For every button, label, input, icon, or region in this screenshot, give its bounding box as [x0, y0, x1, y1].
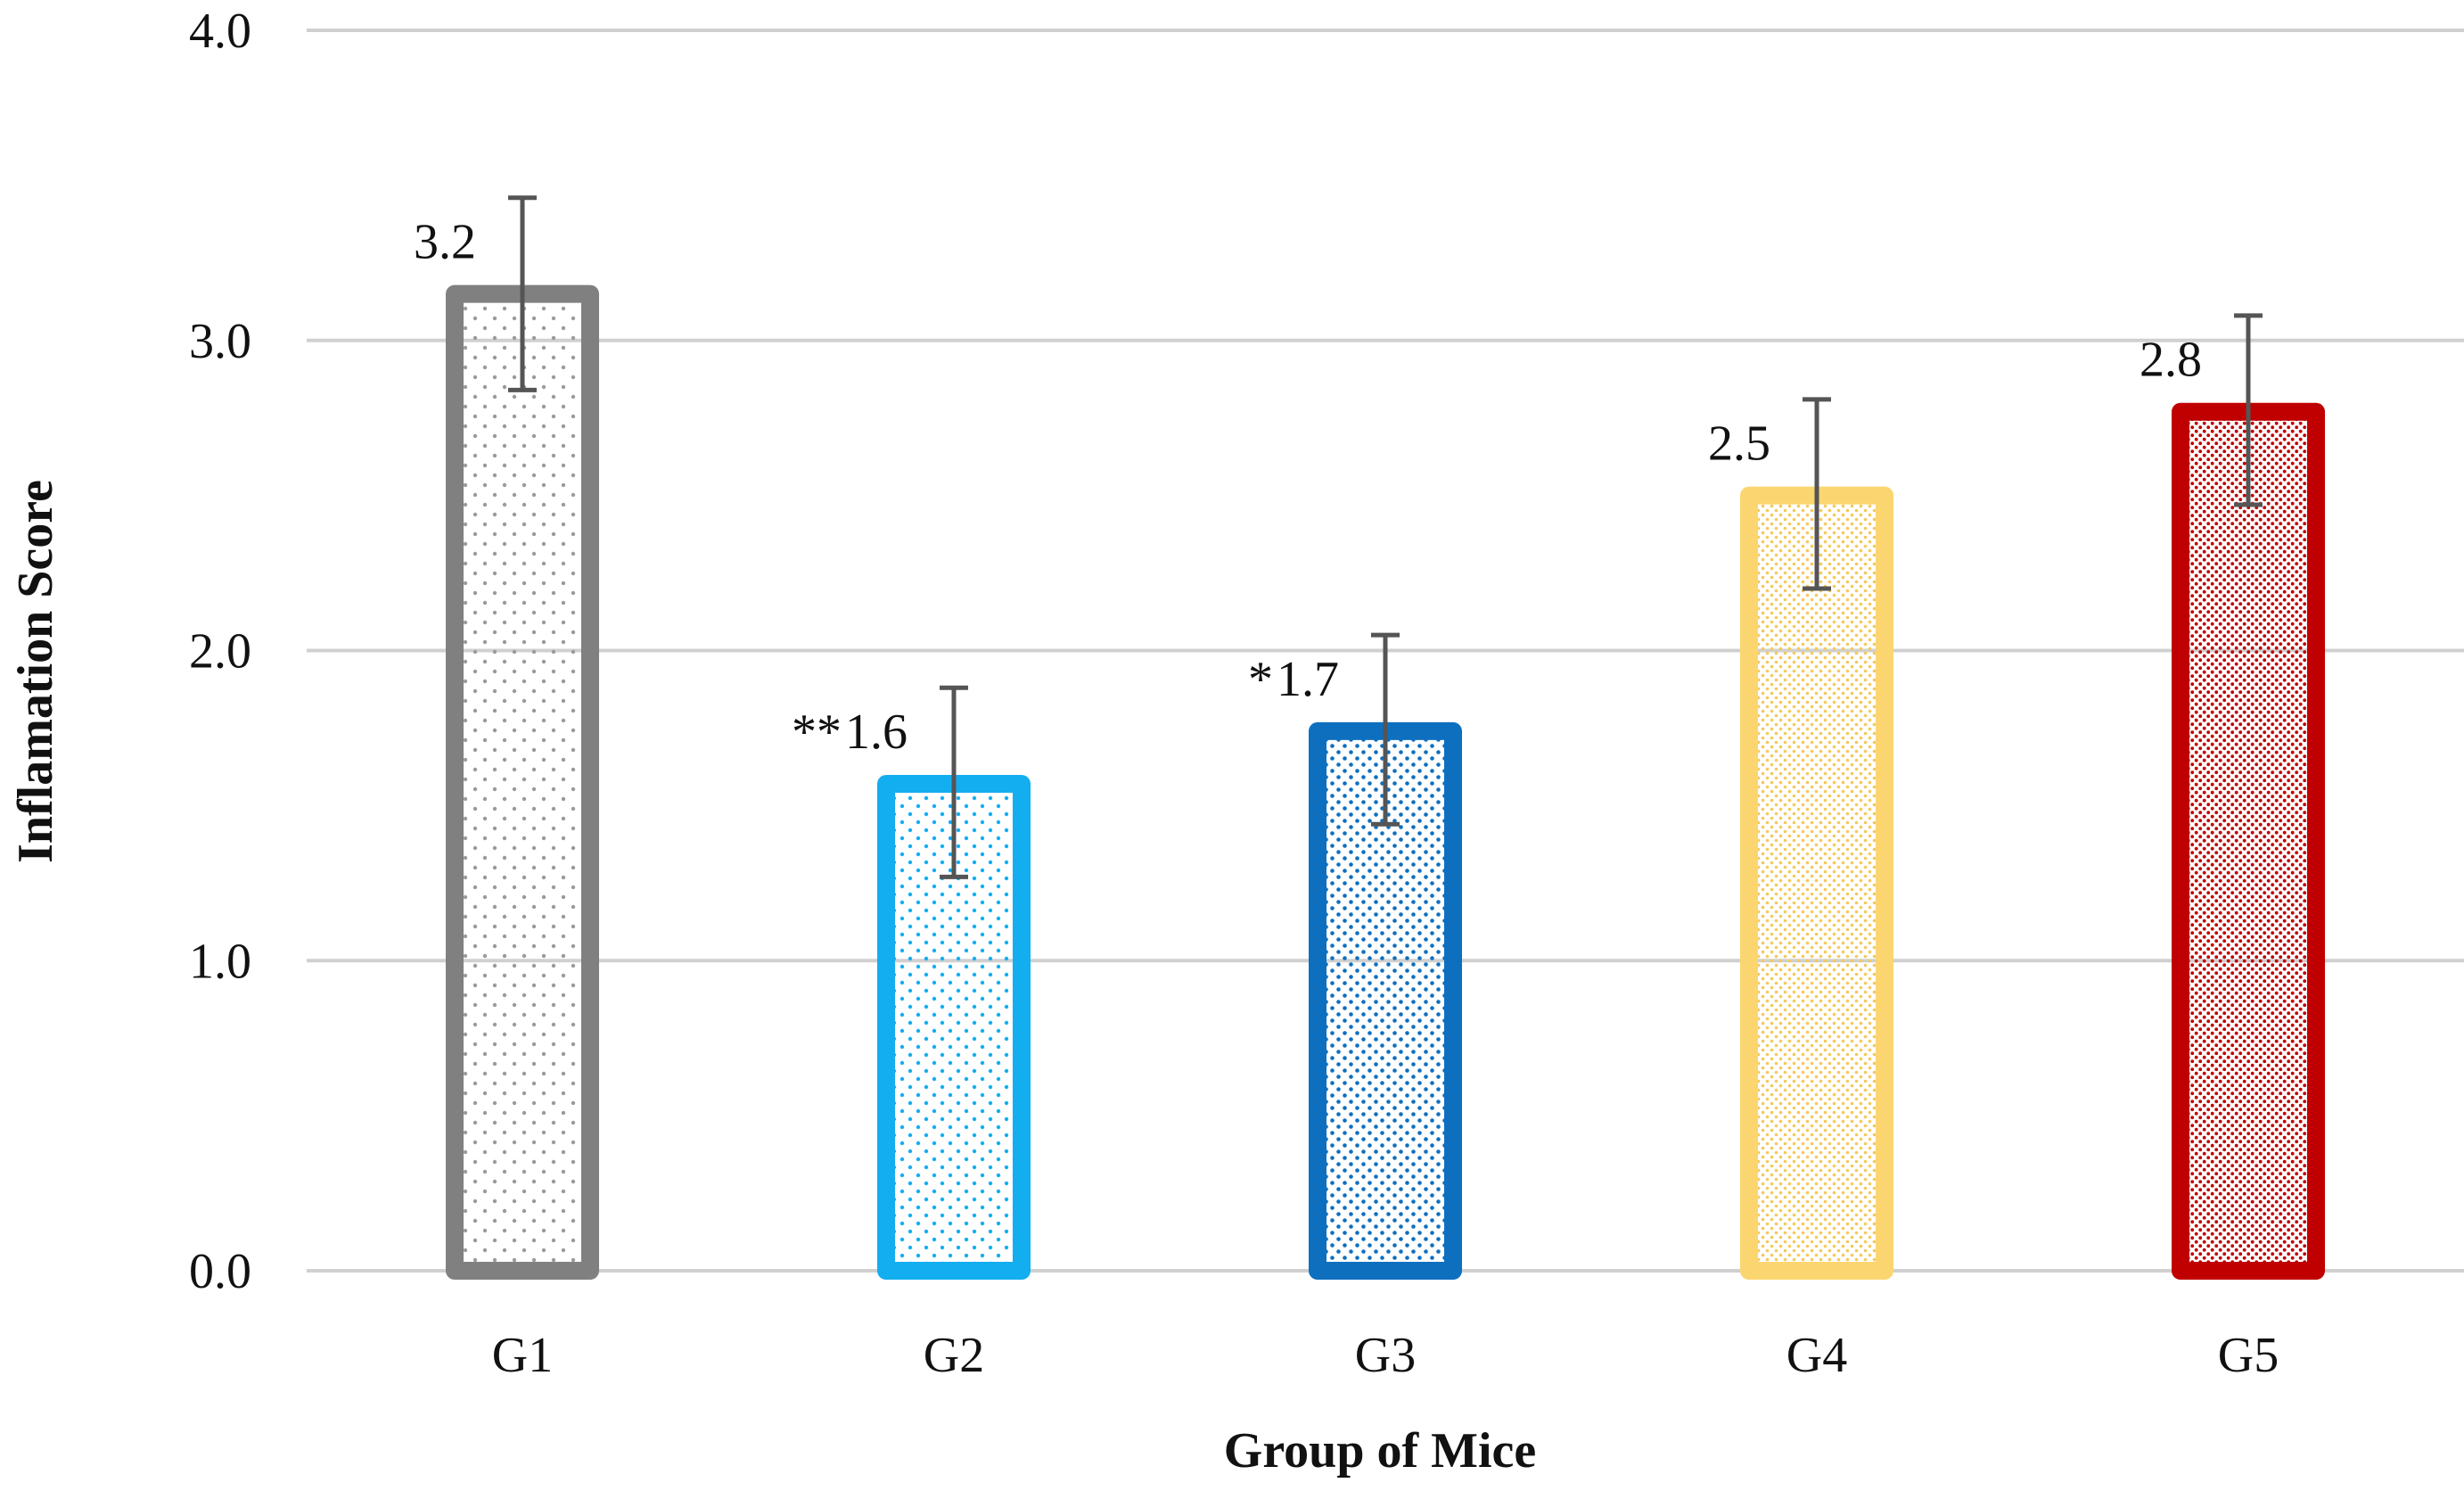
- x-tick-label-G3: G3: [1355, 1328, 1416, 1383]
- y-tick-label-1: 1.0: [189, 934, 251, 989]
- data-label-G1: 3.2: [414, 215, 476, 270]
- bars: [446, 284, 2325, 1281]
- y-tick-label-3: 3.0: [189, 314, 251, 369]
- bar-G4: [1740, 486, 1893, 1280]
- data-label-G2: 1.6: [845, 704, 908, 760]
- data-label-G5: 2.8: [2140, 333, 2202, 388]
- significance-G2: **: [792, 704, 842, 760]
- x-tick-label-G2: G2: [924, 1328, 984, 1383]
- y-tick-label-2: 2.0: [189, 624, 251, 680]
- y-tick-label-0: 0.0: [189, 1244, 251, 1299]
- x-tick-label-G1: G1: [492, 1328, 553, 1383]
- x-axis-title: Group of Mice: [1224, 1423, 1536, 1479]
- error-bars: [508, 195, 2263, 879]
- data-label-G4: 2.5: [1708, 416, 1770, 472]
- data-labels: 3.2 1.6** 1.7* 2.5 2.8: [414, 215, 2202, 760]
- data-label-G3: 1.7: [1277, 652, 1339, 707]
- x-axis-ticks: G1 G2 G3 G4 G5: [492, 1328, 2279, 1383]
- x-tick-label-G5: G5: [2218, 1328, 2279, 1383]
- y-axis-title: Inflamation Score: [8, 480, 63, 863]
- y-axis-ticks: 0.0 1.0 2.0 3.0 4.0: [189, 4, 251, 1299]
- bar-G5: [2172, 402, 2325, 1281]
- x-tick-label-G4: G4: [1786, 1328, 1847, 1383]
- bar-G1: [446, 284, 599, 1280]
- y-tick-label-4: 4.0: [189, 4, 251, 59]
- significance-G3: *: [1248, 652, 1273, 707]
